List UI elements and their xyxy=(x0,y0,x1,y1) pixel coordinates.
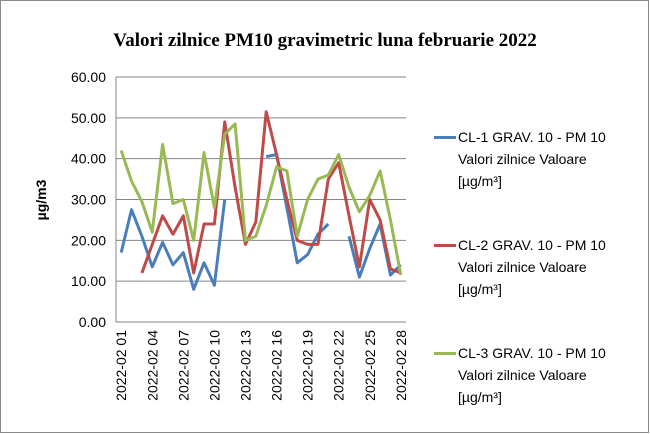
x-tick-label: 2022-02 28 xyxy=(393,330,409,401)
y-tick-label: 0.00 xyxy=(79,314,106,330)
series-line xyxy=(119,199,227,291)
x-tick-label: 2022-02 10 xyxy=(206,330,222,401)
legend-swatch xyxy=(434,244,456,247)
y-tick-label: 10.00 xyxy=(71,273,106,289)
series-line xyxy=(347,222,402,279)
x-tick-label: 2022-02 19 xyxy=(300,330,316,401)
y-axis-label: µg/m3 xyxy=(33,179,49,220)
legend-swatch xyxy=(434,352,456,355)
x-tick-label: 2022-02 13 xyxy=(237,330,253,401)
x-tick-label: 2022-02 01 xyxy=(113,330,129,401)
series-line xyxy=(119,122,403,276)
x-tick-label: 2022-02 25 xyxy=(362,330,378,401)
x-tick-label: 2022-02 04 xyxy=(144,330,160,401)
series-line xyxy=(140,110,402,275)
y-tick-label: 40.00 xyxy=(71,151,106,167)
x-tick-label: 2022-02 07 xyxy=(175,330,191,401)
y-tick-label: 20.00 xyxy=(71,232,106,248)
y-tick-label: 50.00 xyxy=(71,110,106,126)
legend-entry: CL-2 GRAV. 10 - PM 10 Valori zilnice Val… xyxy=(434,234,608,300)
legend-swatch xyxy=(434,136,456,139)
legend-label: CL-2 GRAV. 10 - PM 10 Valori zilnice Val… xyxy=(458,237,606,297)
x-tick-label: 2022-02 22 xyxy=(331,330,347,401)
legend-label: CL-1 GRAV. 10 - PM 10 Valori zilnice Val… xyxy=(458,129,606,189)
legend-entry: CL-3 GRAV. 10 - PM 10 Valori zilnice Val… xyxy=(434,342,608,408)
legend-entry: CL-1 GRAV. 10 - PM 10 Valori zilnice Val… xyxy=(434,126,608,192)
y-tick-label: 60.00 xyxy=(71,69,106,85)
chart-title: Valori zilnice PM10 gravimetric luna feb… xyxy=(113,30,537,51)
y-tick-label: 30.00 xyxy=(71,192,106,208)
x-tick-label: 2022-02 16 xyxy=(269,330,285,401)
legend-label: CL-3 GRAV. 10 - PM 10 Valori zilnice Val… xyxy=(458,345,606,405)
